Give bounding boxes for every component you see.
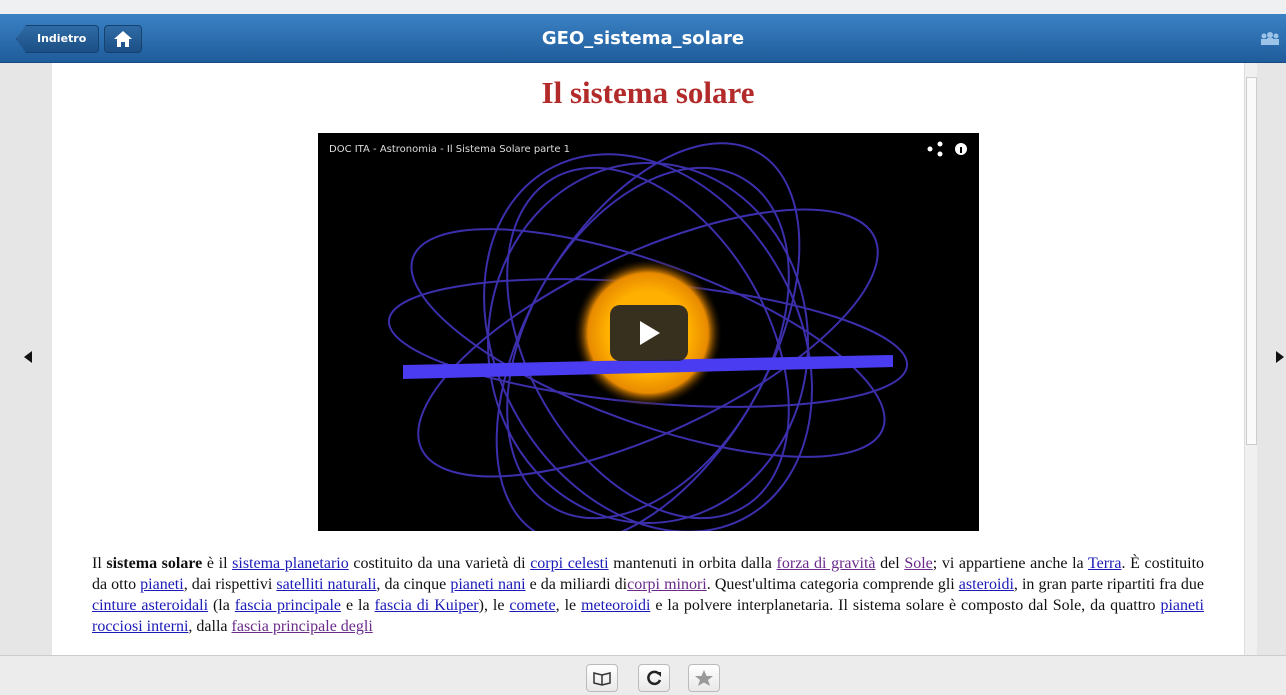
wiki-link[interactable]: comete <box>509 597 555 614</box>
text-run: , da cinque <box>376 576 450 593</box>
text-run: e la polvere interplanetaria. Il sistema… <box>650 597 1160 614</box>
article: Il sistema solare DOC ITA - Astronomia -… <box>52 63 1244 655</box>
scrollbar-thumb[interactable] <box>1246 77 1257 445</box>
wiki-link[interactable]: pianeti nani <box>450 576 525 593</box>
text-run: . Quest'ultima categoria comprende gli <box>707 576 959 593</box>
wiki-link[interactable]: corpi celesti <box>530 555 608 572</box>
prev-arrow <box>0 63 52 655</box>
users-icon[interactable] <box>1258 30 1282 46</box>
text-run: , dalla <box>188 618 231 635</box>
page-title: GEO_sistema_solare <box>0 28 1286 49</box>
scrollbar[interactable] <box>1244 63 1257 655</box>
bottom-toolbar <box>0 655 1286 695</box>
text-run: è il <box>202 555 232 572</box>
wiki-link[interactable]: cinture asteroidali <box>92 597 208 614</box>
book-button[interactable] <box>586 664 618 692</box>
prev-panel[interactable] <box>0 63 52 655</box>
video-player[interactable]: DOC ITA - Astronomia - Il Sistema Solare… <box>318 133 979 531</box>
wiki-link[interactable]: sistema planetario <box>232 555 349 572</box>
text-run: costituito da una varietà di <box>349 555 530 572</box>
wiki-link[interactable]: fascia principale <box>235 597 341 614</box>
text-run: e la <box>341 597 375 614</box>
wiki-link[interactable]: asteroidi <box>959 576 1014 593</box>
wiki-link[interactable]: corpi minori <box>627 576 707 593</box>
wiki-link[interactable]: pianeti <box>140 576 184 593</box>
text-run: , le <box>556 597 581 614</box>
text-run: del <box>876 555 905 572</box>
reload-button[interactable] <box>638 664 670 692</box>
wiki-link[interactable]: forza di gravità <box>777 555 876 572</box>
reload-icon <box>639 665 669 691</box>
wiki-link[interactable]: fascia principale degli <box>232 618 373 635</box>
video-title: DOC ITA - Astronomia - Il Sistema Solare… <box>329 144 570 155</box>
wiki-link[interactable]: satelliti naturali <box>276 576 376 593</box>
book-icon <box>587 665 617 691</box>
window-strip <box>0 0 1286 14</box>
text-run: (la <box>208 597 235 614</box>
wiki-link[interactable]: Terra <box>1088 555 1122 572</box>
article-paragraph: Il sistema solare è il sistema planetari… <box>92 553 1204 637</box>
text-run: ), le <box>479 597 510 614</box>
text-run: , in gran parte ripartiti fra due <box>1014 576 1204 593</box>
text-run: e da miliardi di <box>526 576 628 593</box>
wiki-link[interactable]: meteoroidi <box>581 597 650 614</box>
header-bar: Indietro GEO_sistema_solare <box>0 14 1286 63</box>
favorite-button[interactable] <box>688 664 720 692</box>
text-run: ; vi appartiene anche la <box>933 555 1088 572</box>
text-run: mantenuti in orbita dalla <box>609 555 777 572</box>
article-heading: Il sistema solare <box>52 75 1244 111</box>
page: Indietro GEO_sistema_solare Il sistema s… <box>0 0 1286 694</box>
bold-text: sistema solare <box>106 555 202 572</box>
wiki-link[interactable]: fascia di Kuiper <box>375 597 479 614</box>
wiki-link[interactable]: Sole <box>904 555 932 572</box>
text-run: , dai rispettivi <box>184 576 277 593</box>
star-icon <box>689 665 719 691</box>
text-run: Il <box>92 555 106 572</box>
